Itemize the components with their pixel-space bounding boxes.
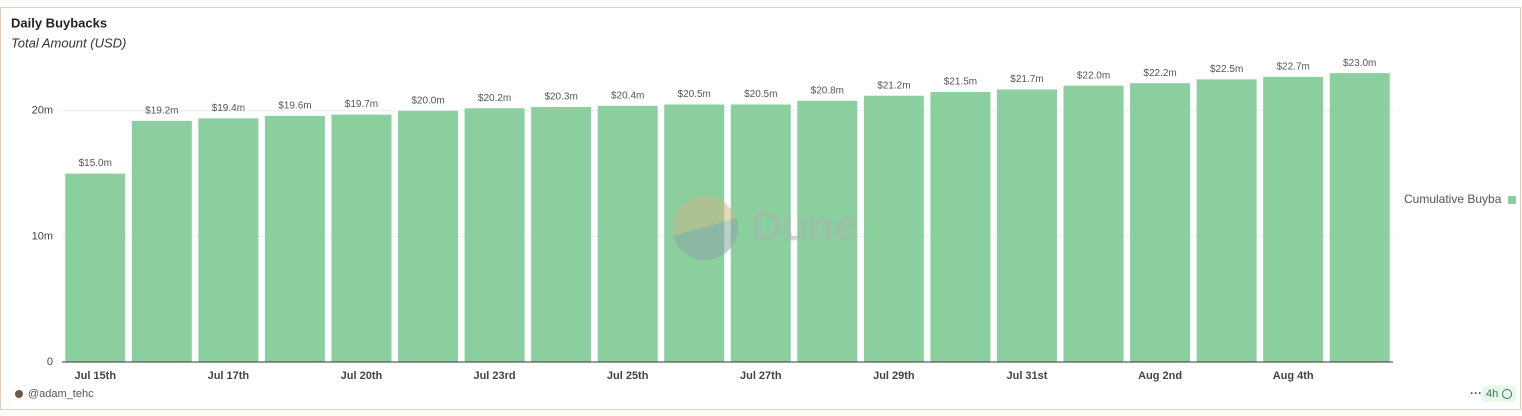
value-label: $20.3m: [544, 92, 577, 103]
value-label: $20.5m: [744, 89, 777, 100]
bar: [1130, 83, 1191, 362]
bar: [264, 115, 325, 362]
bar: [1329, 73, 1390, 363]
bar: [398, 110, 459, 362]
value-label: $22.2m: [1143, 68, 1176, 79]
legend-label: Cumulative Buyba: [1404, 192, 1502, 206]
value-label: $21.5m: [944, 77, 977, 88]
value-label: $21.7m: [1010, 74, 1043, 85]
bar: [131, 120, 192, 363]
value-label: $22.7m: [1276, 62, 1309, 73]
y-tick-label: 10m: [32, 230, 53, 242]
author-avatar: [15, 390, 23, 398]
x-tick-label: Jul 15th: [74, 370, 116, 382]
value-label: $19.6m: [278, 100, 311, 111]
chart-subtitle: Total Amount (USD): [11, 35, 126, 50]
x-tick-label: Jul 29th: [873, 370, 915, 382]
y-tick-label: 20m: [32, 105, 53, 117]
bar: [1196, 79, 1257, 363]
bar: [198, 118, 259, 362]
bar: [730, 104, 791, 363]
legend-swatch: [1508, 196, 1516, 204]
bar: [65, 173, 126, 362]
value-label: $20.4m: [611, 90, 644, 101]
x-tick-label: Jul 20th: [341, 370, 383, 382]
watermark: Dune: [673, 196, 857, 261]
x-tick-label: Aug 2nd: [1138, 370, 1182, 382]
bar: [464, 108, 525, 363]
bar: [597, 105, 658, 362]
y-tick-label: 0: [47, 356, 53, 368]
value-label: $22.0m: [1077, 70, 1110, 81]
value-label: $19.2m: [145, 105, 178, 116]
bar: [1263, 76, 1324, 362]
x-tick-label: Jul 17th: [208, 370, 250, 382]
refresh-icon: [1502, 389, 1512, 399]
x-tick-label: Aug 4th: [1273, 370, 1314, 382]
refresh-time: 4h: [1486, 388, 1498, 400]
value-label: $21.2m: [877, 80, 910, 91]
value-label: $23.0m: [1343, 58, 1376, 69]
x-tick-label: Jul 23rd: [473, 370, 515, 382]
x-tick-label: Jul 27th: [740, 370, 782, 382]
menu-dots[interactable]: ···: [1470, 386, 1482, 400]
value-label: $22.5m: [1210, 64, 1243, 75]
value-label: $20.8m: [811, 85, 844, 96]
value-label: $19.4m: [212, 103, 245, 114]
value-label: $20.0m: [411, 95, 444, 106]
bar: [797, 100, 858, 362]
watermark-logo-part: [673, 218, 739, 261]
chart-title: Daily Buybacks: [11, 15, 107, 30]
value-label: $20.5m: [678, 89, 711, 100]
bar: [531, 107, 592, 362]
author[interactable]: @adam_tehc: [28, 388, 94, 400]
bar: [1063, 85, 1124, 363]
value-label: $20.2m: [478, 93, 511, 104]
value-label: $19.7m: [345, 99, 378, 110]
bar: [930, 91, 991, 363]
bar: [863, 95, 924, 362]
bar: [331, 114, 392, 363]
x-tick-label: Jul 25th: [607, 370, 649, 382]
value-label: $15.0m: [79, 158, 112, 169]
bar: [996, 89, 1057, 362]
watermark-text: Dune: [752, 202, 857, 249]
x-tick-label: Jul 31st: [1006, 370, 1047, 382]
